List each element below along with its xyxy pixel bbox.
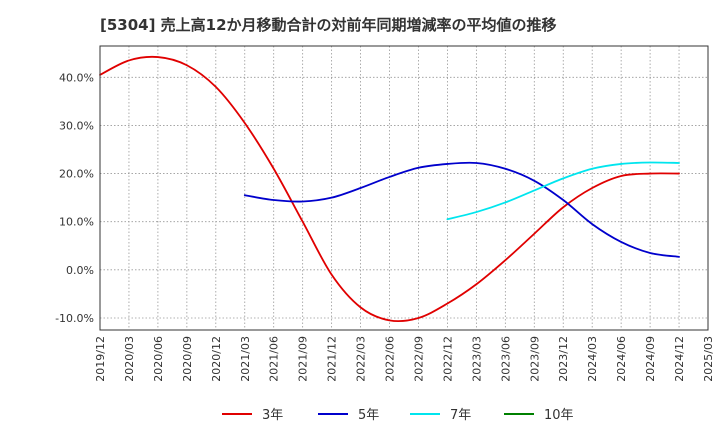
- x-tick-label: 2020/09: [181, 336, 194, 382]
- legend-label-4: 10年: [544, 408, 574, 423]
- legend-label-2: 5年: [358, 408, 379, 423]
- chart-title: [5304] 売上高12か月移動合計の対前年同期増減率の平均値の推移: [100, 16, 557, 34]
- x-tick-label: 2024/06: [615, 336, 628, 382]
- x-tick-label: 2024/12: [673, 336, 686, 382]
- legend-label-3: 7年: [450, 408, 471, 423]
- x-tick-label: 2024/03: [586, 336, 599, 382]
- y-tick-label: 40.0%: [59, 71, 94, 84]
- x-tick-label: 2021/09: [297, 336, 310, 382]
- x-tick-label: 2021/03: [239, 336, 252, 382]
- x-tick-label: 2020/03: [123, 336, 136, 382]
- x-tick-label: 2022/06: [384, 336, 397, 382]
- x-tick-label: 2023/12: [557, 336, 570, 382]
- series-line-3: [446, 161, 680, 221]
- y-tick-label: 30.0%: [59, 119, 94, 132]
- x-tick-label: 2019/12: [94, 336, 107, 382]
- plot-area: [100, 46, 708, 330]
- x-tick-label: 2020/06: [152, 336, 165, 382]
- x-tick-label: 2022/03: [355, 336, 368, 382]
- x-tick-label: 2021/06: [268, 336, 281, 382]
- x-tick-label: 2021/12: [326, 336, 339, 382]
- x-axis-ticks: 2019/12 2020/03 2020/06 2020/09 2020/12 2021/…: [94, 336, 715, 382]
- x-tick-label: 2020/12: [210, 336, 223, 382]
- legend: 3年 5年 7年 10年: [222, 408, 574, 423]
- x-tick-label: 2023/06: [499, 336, 512, 382]
- y-tick-label: 20.0%: [59, 168, 94, 181]
- series-lines: [99, 55, 680, 323]
- x-tick-label: 2024/09: [644, 336, 657, 382]
- x-tick-label: 2023/09: [528, 336, 541, 382]
- y-tick-label: 10.0%: [59, 216, 94, 229]
- y-tick-label: 0.0%: [66, 264, 94, 277]
- x-tick-label: 2025/03: [702, 336, 715, 382]
- series-line-2: [243, 161, 680, 258]
- x-tick-label: 2022/09: [412, 336, 425, 382]
- plot-border: [99, 45, 709, 331]
- x-tick-label: 2023/03: [470, 336, 483, 382]
- y-tick-label: -10.0%: [55, 312, 94, 325]
- legend-label-1: 3年: [262, 408, 283, 423]
- y-axis-ticks: -10.0% 0.0% 10.0% 20.0% 30.0% 40.0%: [55, 71, 94, 325]
- series-line-1: [99, 55, 680, 323]
- x-tick-label: 2022/12: [441, 336, 454, 382]
